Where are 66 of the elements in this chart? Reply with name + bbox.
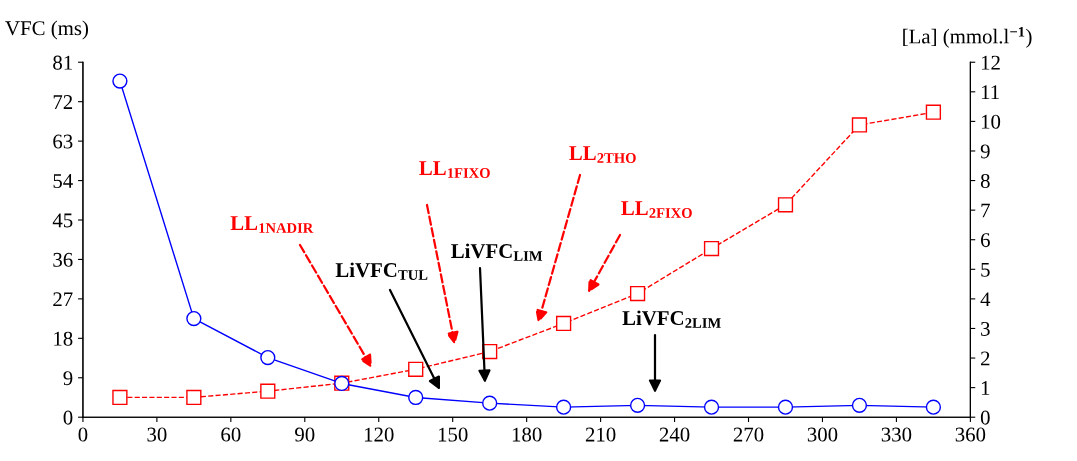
y2-tick-label: 4: [980, 292, 991, 307]
y-tick-label: 0: [63, 410, 73, 425]
point: [851, 117, 868, 133]
point: [260, 383, 276, 399]
x-tick-label: 210: [585, 427, 616, 442]
y-tick-label: 18: [54, 331, 73, 346]
point: [186, 389, 202, 406]
y-tick-label: 54: [53, 174, 73, 188]
y-tick-label: 63: [53, 134, 73, 149]
y2-tick-label: 10: [981, 114, 1001, 129]
point: [777, 197, 794, 213]
point: [408, 361, 424, 377]
point: [629, 285, 646, 302]
y2-tick-label: 11: [981, 85, 999, 100]
point: [925, 104, 942, 120]
x-tick-label: 60: [221, 427, 241, 442]
y2-tick-label: 3: [981, 321, 990, 336]
y2-tick-label: 8: [980, 173, 990, 188]
point: [112, 73, 128, 89]
annotation: LiVFC$_{LIM}$: [451, 243, 543, 261]
y-tick-label: 9: [63, 371, 73, 386]
y2-tick-label: 5: [981, 262, 990, 277]
annotation: LiVFC$_{2LIM}$: [622, 310, 721, 328]
annotation: LiVFC$_{TUL}$: [335, 262, 428, 280]
point: [851, 397, 868, 414]
point: [555, 315, 572, 332]
y2-tick-label: 1: [981, 381, 990, 395]
x-tick-label: 330: [881, 427, 912, 442]
y2-tick-label: 6: [980, 233, 990, 248]
point: [112, 389, 128, 406]
annotation: LL$_{2FIXO}$: [621, 201, 692, 218]
point: [555, 399, 572, 415]
y-tick-label: 45: [52, 213, 73, 228]
y-tick-label: 81: [53, 55, 72, 70]
y2-axis-title: [La] (mmol.l$^{−1}$): [903, 26, 1032, 48]
point: [703, 399, 720, 415]
point: [186, 310, 202, 327]
point: [703, 240, 720, 257]
point: [260, 349, 276, 366]
x-tick-label: 90: [295, 427, 315, 442]
y2-tick-label: 2: [981, 351, 990, 366]
x-tick-label: 360: [955, 427, 986, 442]
y-tick-label: 27: [53, 292, 73, 307]
annotation: LL$_{1FIXO}$: [419, 161, 490, 178]
y2-tick-label: 0: [980, 410, 990, 425]
x-tick-label: 240: [659, 427, 690, 442]
point: [408, 389, 424, 406]
y-axis-title: VFC (ms): [5, 20, 89, 40]
x-tick-label: 270: [733, 427, 764, 442]
y-tick-label: 72: [53, 95, 73, 109]
y2-tick-label: 12: [981, 55, 1000, 70]
y2-tick-label: 7: [981, 203, 990, 218]
annotation: LL$_{1NADIR}$: [230, 216, 314, 233]
x-tick-label: 0: [78, 427, 88, 442]
point: [482, 395, 498, 411]
point: [629, 397, 646, 414]
x-tick-label: 180: [512, 427, 542, 442]
x-tick-label: 150: [438, 427, 468, 442]
annotation: LL$_{2THO}$: [569, 146, 636, 163]
point: [925, 399, 942, 415]
point: [777, 399, 794, 415]
x-tick-label: 120: [364, 427, 394, 442]
x-tick-label: 30: [147, 427, 167, 442]
x-tick-label: 300: [807, 427, 838, 442]
y-tick-label: 36: [53, 252, 73, 267]
y2-tick-label: 9: [980, 144, 990, 159]
